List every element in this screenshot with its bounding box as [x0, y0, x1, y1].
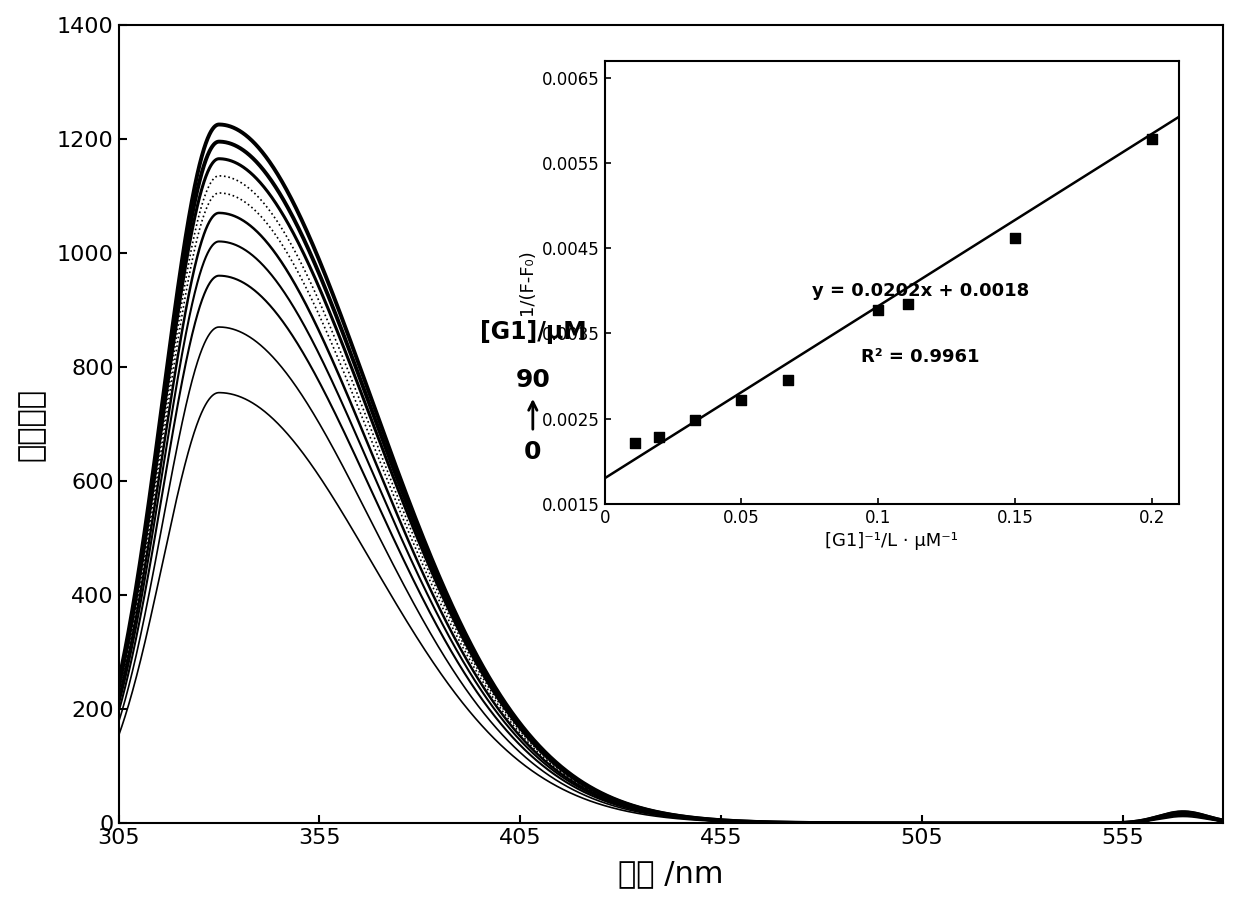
Text: 90: 90 — [516, 368, 551, 392]
Text: 0: 0 — [525, 440, 542, 464]
Y-axis label: 荧光强度: 荧光强度 — [16, 387, 46, 461]
X-axis label: 波长 /nm: 波长 /nm — [619, 860, 724, 889]
Text: [G1]/μM: [G1]/μM — [480, 320, 587, 344]
